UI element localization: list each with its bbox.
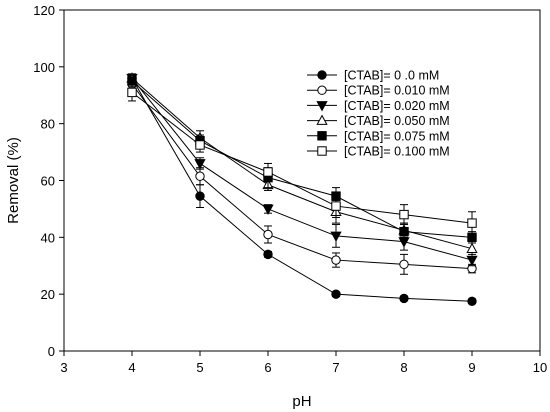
- data-point: [331, 289, 341, 299]
- series-layer: [126, 72, 478, 306]
- series-5: [127, 83, 477, 235]
- data-point: [399, 259, 409, 270]
- data-point: [331, 201, 341, 211]
- legend-label: [CTAB]= 0.010 mM: [344, 84, 450, 98]
- data-point: [262, 204, 274, 215]
- data-point: [399, 226, 409, 237]
- legend-label: [CTAB]= 0.100 mM: [344, 145, 450, 159]
- legend-marker: [317, 85, 327, 95]
- data-point: [195, 191, 205, 201]
- series-line: [131, 77, 473, 261]
- x-axis-title: pH: [292, 393, 311, 410]
- y-tick-label: 80: [41, 117, 55, 132]
- x-tick-label: 10: [533, 360, 547, 375]
- x-tick-label: 9: [468, 360, 475, 375]
- x-tick-label: 3: [60, 360, 67, 375]
- legend-item: [CTAB]= 0 .0 mM: [307, 69, 439, 83]
- x-tick-label: 7: [332, 360, 339, 375]
- data-point: [263, 167, 273, 177]
- data-point: [467, 296, 477, 306]
- y-tick-label: 0: [48, 344, 55, 359]
- data-point: [466, 242, 478, 253]
- data-point: [263, 249, 273, 260]
- x-tick-label: 8: [400, 360, 407, 375]
- data-point: [194, 159, 206, 170]
- series-line: [131, 83, 473, 270]
- legend: [CTAB]= 0 .0 mM[CTAB]= 0.010 mM[CTAB]= 0…: [307, 69, 450, 159]
- legend-marker: [316, 114, 328, 125]
- x-tick-label: 4: [128, 360, 135, 375]
- series-line: [131, 92, 473, 224]
- y-tick-label: 60: [41, 174, 55, 189]
- data-point: [263, 229, 273, 240]
- legend-marker: [317, 131, 327, 141]
- legend-label: [CTAB]= 0.020 mM: [344, 99, 450, 113]
- legend-label: [CTAB]= 0.075 mM: [344, 129, 450, 143]
- legend-marker: [317, 146, 327, 156]
- legend-item: [CTAB]= 0.020 mM: [307, 99, 450, 113]
- legend-item: [CTAB]= 0.100 mM: [307, 145, 450, 159]
- legend-marker: [316, 101, 328, 112]
- data-point: [195, 171, 205, 181]
- data-point: [330, 231, 342, 242]
- x-tick-label: 5: [196, 360, 203, 375]
- y-axis-title: Removal (%): [5, 137, 22, 224]
- series-line: [131, 80, 473, 238]
- legend-item: [CTAB]= 0.050 mM: [307, 114, 450, 128]
- data-point: [399, 209, 409, 220]
- legend-label: [CTAB]= 0 .0 mM: [344, 69, 439, 83]
- data-point: [127, 87, 137, 98]
- data-point: [331, 255, 341, 265]
- legend-item: [CTAB]= 0.075 mM: [307, 129, 450, 143]
- data-point: [399, 293, 409, 304]
- data-point: [467, 218, 477, 228]
- legend-marker: [317, 70, 327, 80]
- y-tick-label: 100: [33, 60, 55, 75]
- x-tick-label: 6: [264, 360, 271, 375]
- legend-item: [CTAB]= 0.010 mM: [307, 84, 450, 98]
- series-line: [131, 77, 473, 302]
- series-line: [131, 77, 473, 250]
- legend-label: [CTAB]= 0.050 mM: [344, 114, 450, 128]
- data-point: [195, 140, 205, 150]
- y-tick-label: 120: [33, 3, 55, 18]
- y-tick-label: 20: [41, 287, 55, 302]
- y-tick-label: 40: [41, 230, 55, 245]
